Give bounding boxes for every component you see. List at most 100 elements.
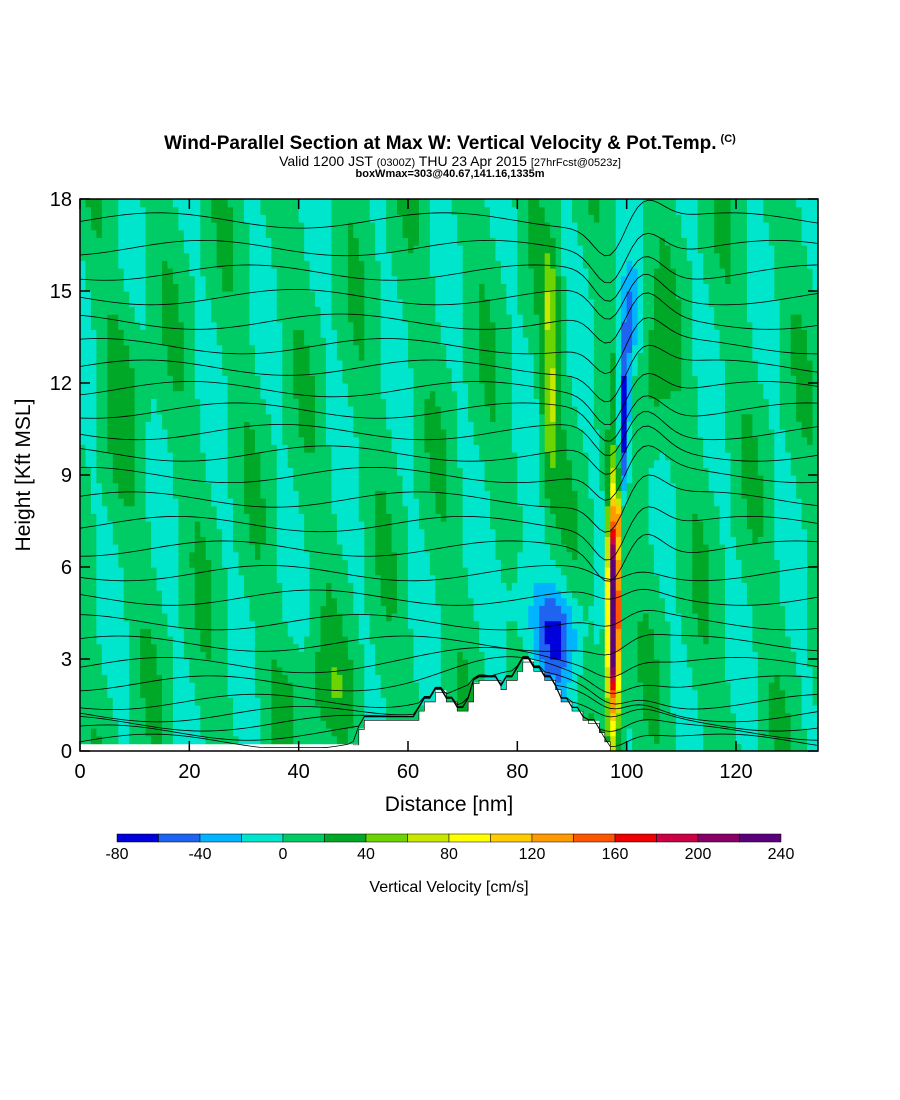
w-cell	[172, 475, 179, 484]
w-cell	[260, 482, 267, 491]
w-cell	[298, 268, 305, 277]
w-cell	[134, 390, 141, 399]
w-cell	[244, 651, 251, 660]
w-cell	[315, 452, 322, 461]
w-cell	[200, 590, 207, 599]
w-cell	[216, 544, 223, 553]
w-cell	[118, 697, 125, 706]
w-cell	[446, 337, 453, 346]
w-cell	[391, 528, 398, 537]
w-cell	[435, 475, 442, 484]
w-cell	[451, 659, 458, 668]
w-cell	[254, 513, 261, 522]
w-cell	[96, 728, 103, 737]
w-cell	[90, 666, 97, 675]
w-cell	[440, 605, 447, 614]
w-cell	[254, 521, 261, 530]
w-cell	[358, 528, 365, 537]
w-cell	[112, 697, 119, 706]
w-cell	[462, 406, 469, 415]
w-cell	[397, 651, 404, 660]
w-cell	[216, 666, 223, 675]
w-cell	[112, 452, 119, 461]
w-cell	[80, 636, 87, 645]
w-cell	[298, 674, 305, 683]
w-cell	[298, 444, 305, 453]
w-cell	[446, 314, 453, 323]
w-cell	[183, 490, 190, 499]
w-cell	[145, 237, 152, 246]
w-cell	[347, 383, 354, 392]
w-cell	[200, 705, 207, 714]
w-cell	[96, 689, 103, 698]
w-cell	[244, 659, 251, 668]
w-cell	[112, 306, 119, 315]
w-cell	[429, 521, 436, 530]
w-cell	[418, 574, 425, 583]
w-cell	[134, 582, 141, 591]
w-cell	[123, 413, 130, 422]
w-cell	[167, 689, 174, 698]
w-cell	[304, 314, 311, 323]
w-cell	[200, 360, 207, 369]
w-cell	[402, 697, 409, 706]
w-cell	[85, 666, 92, 675]
w-cell	[216, 398, 223, 407]
w-cell	[413, 651, 420, 660]
w-cell	[304, 521, 311, 530]
w-cell	[336, 275, 343, 284]
w-cell	[326, 436, 333, 445]
w-cell	[397, 705, 404, 714]
w-cell	[408, 452, 415, 461]
w-cell	[380, 260, 387, 269]
w-cell	[254, 337, 261, 346]
w-cell	[418, 444, 425, 453]
w-cell	[205, 222, 212, 231]
w-cell	[397, 659, 404, 668]
w-cell	[331, 666, 338, 675]
w-cell	[413, 620, 420, 629]
w-cell	[435, 406, 442, 415]
w-cell	[287, 528, 294, 537]
w-cell	[123, 482, 130, 491]
w-cell	[342, 735, 349, 744]
w-cell	[205, 298, 212, 307]
w-cell	[205, 551, 212, 560]
w-cell	[364, 536, 371, 545]
w-cell	[172, 574, 179, 583]
w-cell	[408, 383, 415, 392]
w-cell	[205, 597, 212, 606]
w-cell	[254, 199, 261, 208]
w-cell	[353, 643, 360, 652]
w-cell	[287, 413, 294, 422]
w-cell	[315, 674, 322, 683]
w-cell	[249, 689, 256, 698]
w-cell	[178, 444, 185, 453]
w-cell	[429, 697, 436, 706]
w-cell	[342, 283, 349, 292]
w-cell	[156, 360, 163, 369]
w-cell	[369, 467, 376, 476]
w-cell	[276, 505, 283, 514]
w-cell	[101, 697, 108, 706]
w-cell	[96, 567, 103, 576]
w-cell	[254, 283, 261, 292]
w-cell	[309, 636, 316, 645]
w-cell	[145, 252, 152, 261]
w-cell	[424, 628, 431, 637]
w-cell	[205, 689, 212, 698]
w-cell	[123, 582, 130, 591]
w-cell	[347, 245, 354, 254]
w-cell	[457, 199, 464, 208]
w-cell	[309, 367, 316, 376]
w-cell	[249, 390, 256, 399]
w-cell	[402, 459, 409, 468]
w-cell	[386, 582, 393, 591]
w-cell	[129, 551, 136, 560]
w-cell	[112, 199, 119, 208]
w-cell	[271, 551, 278, 560]
w-cell	[222, 620, 229, 629]
w-cell	[244, 283, 251, 292]
w-cell	[80, 697, 87, 706]
w-cell	[380, 605, 387, 614]
